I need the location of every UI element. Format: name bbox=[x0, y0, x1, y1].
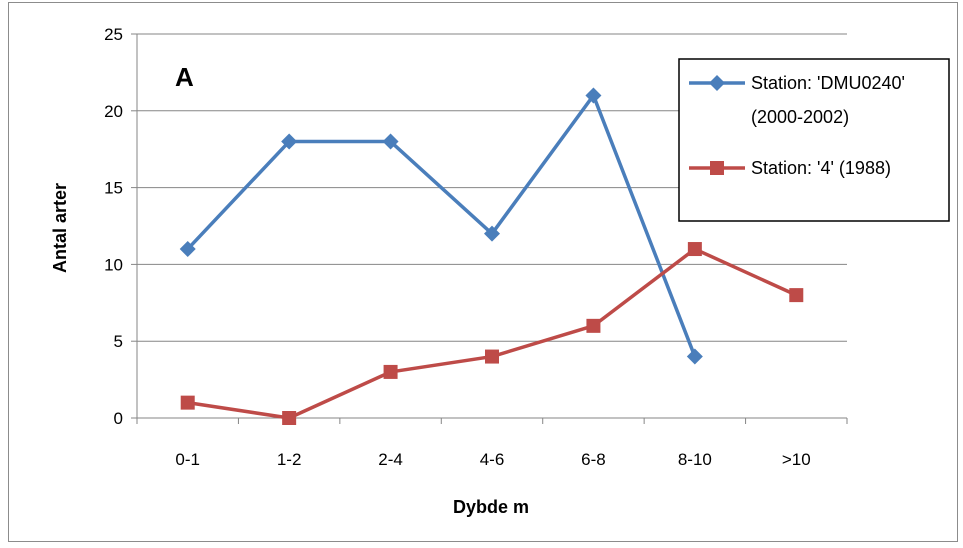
y-tick-label: 0 bbox=[114, 409, 123, 428]
series-2 bbox=[180, 242, 804, 425]
data-point-2 bbox=[687, 242, 702, 257]
data-point-2 bbox=[586, 318, 601, 333]
chart-frame: 0 5 10 15 20 25 0-1 1-2 2-4 4-6 6-8 8-10 >10 A Dybde… bbox=[8, 2, 958, 542]
x-tick-label: 1-2 bbox=[277, 450, 302, 469]
y-tick-label: 5 bbox=[114, 332, 123, 351]
labels: 0 5 10 15 20 25 0-1 1-2 2-4 4-6 6-8 8-10 >10 bbox=[104, 25, 811, 469]
y-tick-label: 10 bbox=[104, 255, 123, 274]
x-tick-label: 6-8 bbox=[581, 450, 606, 469]
data-point-2 bbox=[485, 349, 499, 364]
x-tick-label: 0-1 bbox=[175, 450, 200, 469]
legend-marker-1 bbox=[709, 75, 725, 91]
legend-label-1: Station: 'DMU0240' bbox=[751, 73, 905, 93]
y-tick-label: 15 bbox=[104, 179, 123, 198]
x-tick-label: 2-4 bbox=[378, 450, 403, 469]
series-line-2 bbox=[187, 247, 798, 420]
data-point-2 bbox=[789, 288, 804, 303]
x-tick-label: 4-6 bbox=[480, 450, 505, 469]
legend-label-2: Station: '4' (1988) bbox=[751, 158, 891, 178]
series-1 bbox=[179, 87, 703, 365]
line-chart: 0 5 10 15 20 25 0-1 1-2 2-4 4-6 6-8 8-10 >10 A Dybde… bbox=[50, 25, 950, 517]
panel-label: A bbox=[175, 62, 194, 92]
data-point-1 bbox=[382, 133, 399, 150]
y-tick-label: 20 bbox=[104, 102, 123, 121]
data-point-1 bbox=[179, 241, 196, 258]
data-point-2 bbox=[282, 411, 297, 425]
data-point-1 bbox=[281, 133, 298, 150]
x-axis-title: Dybde m bbox=[453, 497, 529, 517]
y-axis-title: Antal arter bbox=[50, 183, 70, 273]
series-line-1 bbox=[186, 93, 697, 358]
legend: Station: 'DMU0240' (2000-2002) Station: '4… bbox=[678, 58, 950, 222]
legend-label-1: (2000-2002) bbox=[751, 107, 849, 127]
legend-marker-2 bbox=[710, 161, 724, 175]
x-tick-label: >10 bbox=[782, 450, 811, 469]
data-point-1 bbox=[585, 87, 602, 104]
series-layer bbox=[179, 87, 804, 425]
axes bbox=[131, 33, 848, 424]
data-point-2 bbox=[180, 395, 195, 410]
data-point-1 bbox=[686, 348, 703, 365]
legend-box bbox=[678, 58, 950, 222]
data-point-1 bbox=[484, 225, 500, 242]
data-point-2 bbox=[383, 364, 398, 379]
y-tick-label: 25 bbox=[104, 25, 123, 44]
x-tick-label: 8-10 bbox=[678, 450, 712, 469]
